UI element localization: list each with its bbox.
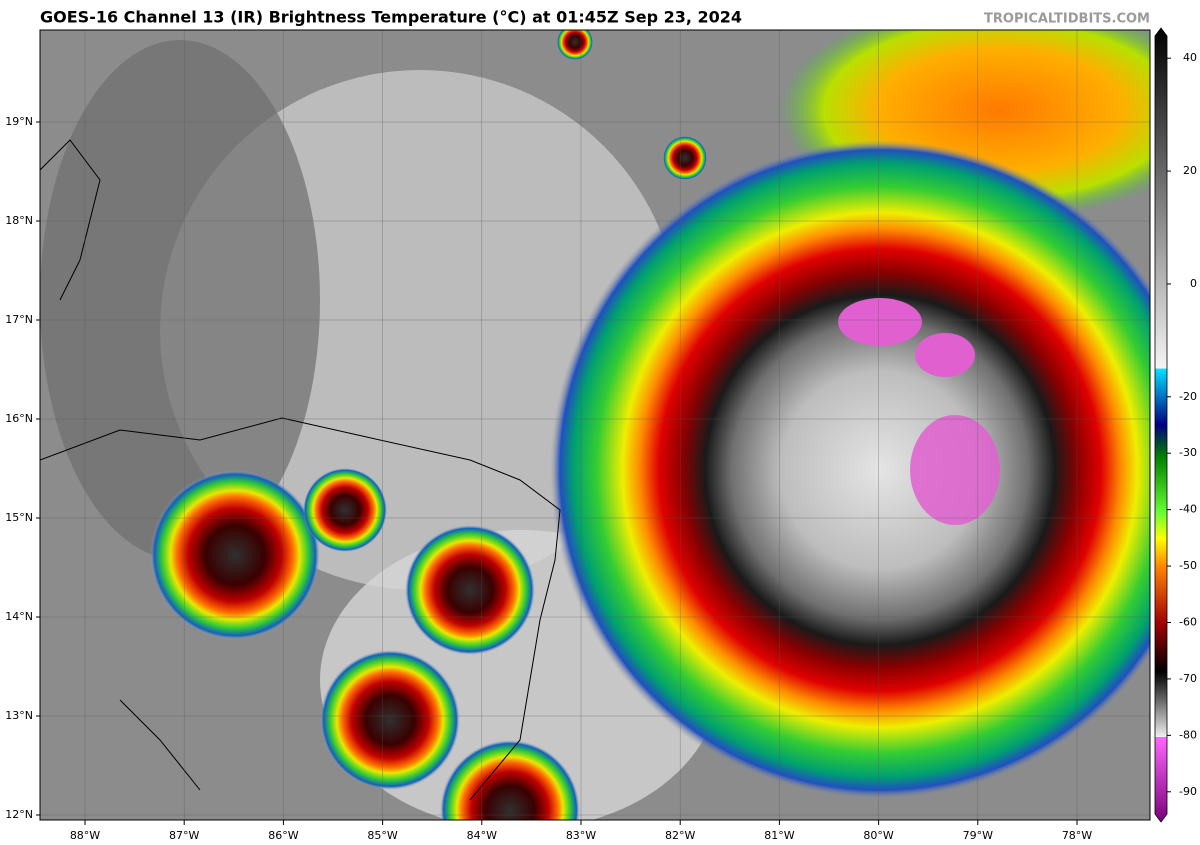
storm [150,470,320,640]
graticule [40,30,1150,820]
colorbar-tick-label: -70 [1179,672,1197,685]
cold-top [838,298,922,346]
colorbar-tick-label: -90 [1179,785,1197,798]
lon-label: 84°W [467,829,497,842]
lat-label: 16°N [5,412,33,425]
storm [440,740,580,820]
storm [663,136,707,180]
storm [405,525,535,655]
satellite-image [40,30,1150,820]
colorbar-tick-label: -20 [1179,390,1197,403]
lon-label: 82°W [665,829,695,842]
map-frame [39,29,1151,821]
colorbar-ticks: 40 20 0 -20 -30 -40 -50 -60 -70 -80 -90 [1167,51,1197,798]
colorbar-tick-label: -50 [1179,559,1197,572]
colorbar-tick-label: 40 [1183,51,1197,64]
cold-top [910,415,1000,525]
lon-label: 79°W [963,829,993,842]
colorbar-tick-label: -30 [1179,446,1197,459]
colorbar-tick-label: 20 [1183,164,1197,177]
lon-label: 85°W [367,829,397,842]
lon-label: 80°W [863,829,893,842]
colorbar-tick-label: -40 [1179,503,1197,516]
storm [303,468,387,552]
lon-label: 87°W [169,829,199,842]
lon-label: 86°W [268,829,298,842]
colorbar [1154,27,1168,823]
cold-top [915,333,975,377]
lon-label: 81°W [764,829,794,842]
hurricane [550,140,1150,800]
lat-label: 19°N [5,115,33,128]
lat-label: 15°N [5,511,33,524]
storm [320,650,460,790]
lon-label: 83°W [566,829,596,842]
credit: TROPICALTIDBITS.COM [984,12,1150,27]
lon-label: 88°W [70,829,100,842]
lat-label: 18°N [5,214,33,227]
colorbar-tick-label: -60 [1179,616,1197,629]
colorbar-tick-label: -80 [1179,728,1197,741]
lat-label: 14°N [5,610,33,623]
lat-label: 17°N [5,313,33,326]
colorbar-tick-label: 0 [1190,277,1197,290]
coastline [40,139,561,801]
axis-labels: 19°N 18°N 17°N 16°N 15°N 14°N 13°N 12°N 88°W 87°W… [5,115,1092,842]
title: GOES-16 Channel 13 (IR) Brightness Tempe… [40,8,742,27]
lat-label: 12°N [5,808,33,821]
storm [557,30,593,60]
cloud [40,40,320,560]
lat-label: 13°N [5,709,33,722]
lon-label: 78°W [1062,829,1092,842]
